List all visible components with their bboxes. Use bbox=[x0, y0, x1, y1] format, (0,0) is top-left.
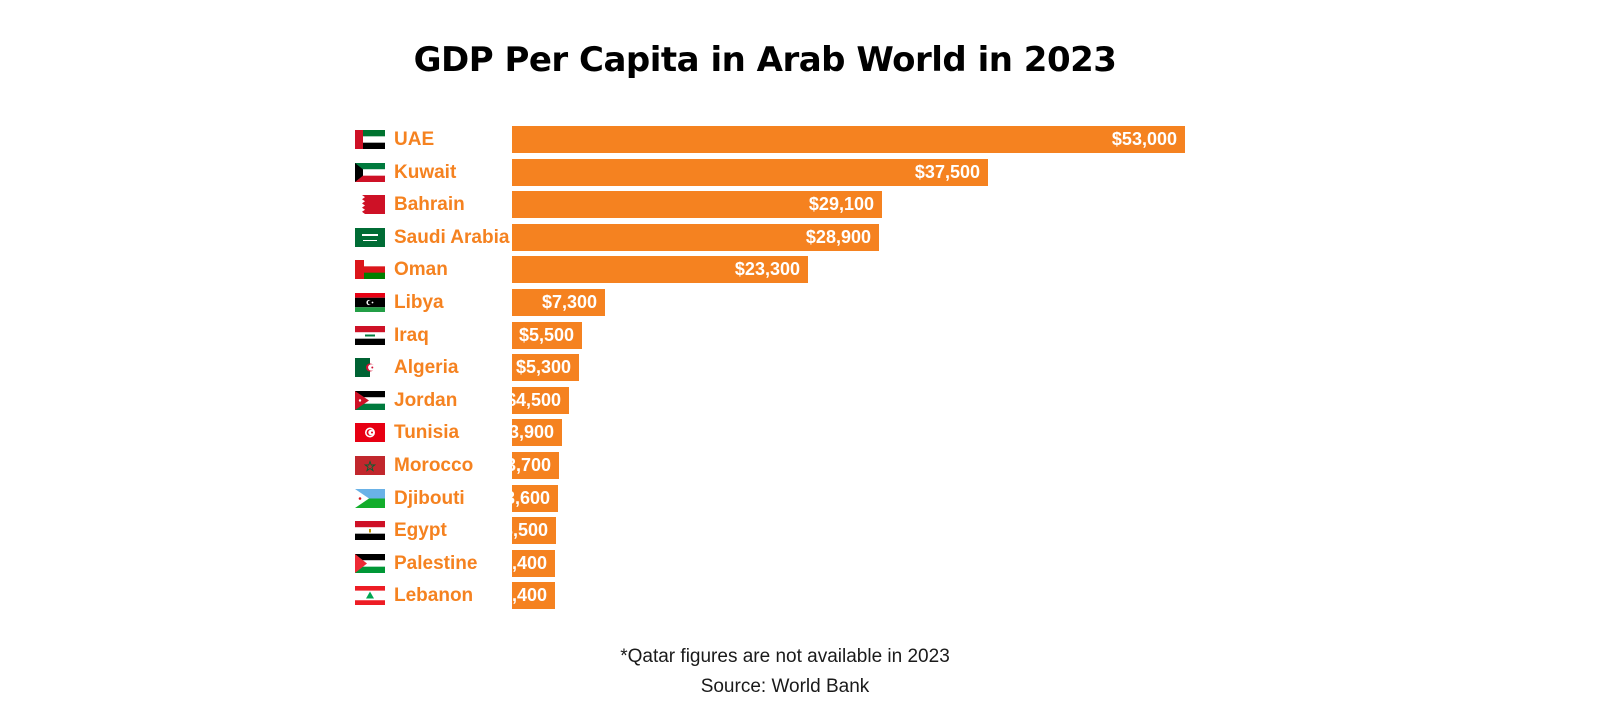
bar: $7,300 bbox=[512, 289, 605, 316]
palestine-flag-icon bbox=[355, 553, 385, 573]
uae-flag-icon bbox=[355, 130, 385, 149]
bahrain-flag-icon bbox=[355, 195, 385, 215]
tunisia-flag-icon bbox=[355, 423, 385, 443]
value-label: $4,500 bbox=[505, 389, 561, 410]
value-label: $3,900 bbox=[498, 422, 554, 443]
category-label: Egypt bbox=[394, 520, 447, 542]
value-label: $23,300 bbox=[734, 259, 800, 280]
category-label: Algeria bbox=[394, 357, 459, 379]
bar-row: Lebanon $3,400 bbox=[355, 582, 1255, 610]
value-label: $37,500 bbox=[914, 161, 980, 182]
bar: $29,100 bbox=[512, 191, 882, 219]
category-label: Tunisia bbox=[394, 422, 460, 444]
value-label: $5,300 bbox=[515, 357, 571, 378]
libya-flag-icon bbox=[355, 293, 385, 312]
value-label: $3,700 bbox=[495, 455, 551, 475]
bar: $3,400 bbox=[492, 549, 555, 577]
djibouti-flag-icon bbox=[355, 488, 385, 508]
value-label: $53,000 bbox=[1111, 129, 1177, 149]
saudi-arabia-flag-icon bbox=[355, 227, 385, 247]
category-label: Iraq bbox=[394, 324, 429, 346]
iraq-flag-icon bbox=[355, 325, 385, 345]
bar-row: Bahrain $29,100 bbox=[355, 191, 1255, 219]
category-label: Kuwait bbox=[394, 161, 457, 183]
bar: $28,900 bbox=[512, 223, 879, 251]
bar-row: Oman $23,300 bbox=[355, 256, 1255, 284]
bar: $3,500 bbox=[493, 517, 556, 545]
category-label: Libya bbox=[394, 292, 444, 313]
bar-row: Iraq $5,500 bbox=[355, 321, 1255, 349]
lebanon-flag-icon bbox=[355, 586, 385, 606]
kuwait-flag-icon bbox=[355, 162, 385, 182]
value-label: $3,400 bbox=[491, 585, 547, 606]
bar: $5,300 bbox=[512, 354, 579, 382]
bar: $3,700 bbox=[496, 452, 559, 479]
bar-row: Palestine $3,400 bbox=[355, 549, 1255, 577]
algeria-flag-icon bbox=[355, 358, 385, 378]
footnote: *Qatar figures are not available in 2023 bbox=[620, 646, 950, 667]
value-label: $28,900 bbox=[805, 226, 871, 247]
jordan-flag-icon bbox=[355, 390, 385, 410]
bar: $5,500 bbox=[512, 321, 582, 349]
category-label: Djibouti bbox=[394, 487, 465, 509]
bar-row: Libya $7,300 bbox=[355, 289, 1255, 316]
bar: $3,900 bbox=[499, 419, 562, 447]
bar: $23,300 bbox=[512, 256, 808, 284]
bar-row: Morocco $3,700 bbox=[355, 452, 1255, 479]
bar: $4,500 bbox=[506, 386, 569, 414]
category-label: Morocco bbox=[394, 455, 474, 476]
oman-flag-icon bbox=[355, 260, 385, 280]
value-label: $5,500 bbox=[518, 324, 574, 345]
value-label: $3,600 bbox=[494, 487, 550, 508]
bar-row: Tunisia $3,900 bbox=[355, 419, 1255, 447]
chart-title: GDP Per Capita in Arab World in 2023 bbox=[413, 40, 1117, 80]
category-label: Oman bbox=[394, 259, 448, 281]
bar: $3,600 bbox=[495, 484, 558, 512]
bar-row: Djibouti $3,600 bbox=[355, 484, 1255, 512]
egypt-flag-icon bbox=[355, 521, 385, 541]
bar: $53,000 bbox=[512, 126, 1185, 153]
bar-row: Algeria $5,300 bbox=[355, 354, 1255, 382]
bar-row: Kuwait $37,500 bbox=[355, 158, 1255, 186]
category-label: Palestine bbox=[394, 552, 478, 574]
morocco-flag-icon bbox=[355, 456, 385, 475]
value-label: $3,400 bbox=[491, 552, 547, 573]
category-label: UAE bbox=[394, 129, 435, 150]
category-label: Jordan bbox=[394, 389, 458, 411]
category-label: Saudi Arabia bbox=[394, 226, 510, 248]
value-label: $3,500 bbox=[492, 520, 548, 541]
bar: $3,400 bbox=[492, 582, 555, 610]
category-label: Bahrain bbox=[394, 194, 465, 216]
bar-row: Egypt $3,500 bbox=[355, 517, 1255, 545]
category-label: Lebanon bbox=[394, 585, 474, 607]
value-label: $7,300 bbox=[541, 292, 597, 312]
bar: $37,500 bbox=[512, 158, 988, 186]
bar-row: Jordan $4,500 bbox=[355, 386, 1255, 414]
bar-row: Saudi Arabia $28,900 bbox=[355, 223, 1255, 251]
value-label: $29,100 bbox=[808, 194, 874, 215]
bar-row: UAE $53,000 bbox=[355, 126, 1255, 153]
source-note: Source: World Bank bbox=[700, 676, 870, 697]
